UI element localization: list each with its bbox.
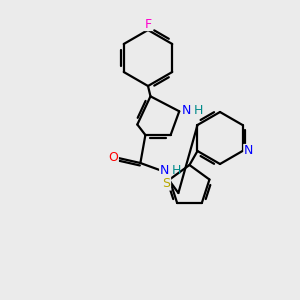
Text: N: N	[244, 145, 253, 158]
Text: F: F	[144, 17, 152, 31]
Text: N: N	[182, 104, 191, 117]
Text: N: N	[160, 164, 169, 176]
Text: H: H	[171, 164, 181, 176]
Text: O: O	[108, 151, 118, 164]
Text: H: H	[193, 104, 203, 117]
Text: S: S	[163, 177, 170, 190]
